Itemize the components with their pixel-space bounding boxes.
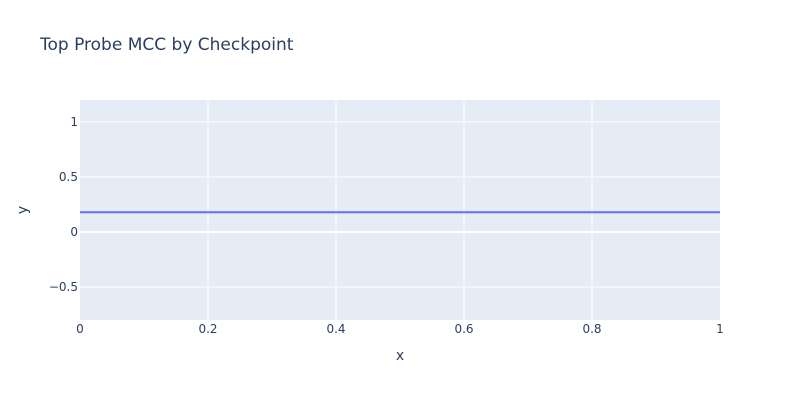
x-tick-label: 0.8	[582, 322, 601, 336]
x-axis-title: x	[396, 348, 404, 364]
chart-title: Top Probe MCC by Checkpoint	[39, 35, 294, 55]
x-tick-label: 0	[76, 322, 84, 336]
y-axis-title: y	[15, 206, 31, 214]
x-tick-label: 1	[716, 322, 724, 336]
x-axis-ticks: 0 0.2 0.4 0.6 0.8 1	[76, 322, 724, 336]
y-tick-label: 0	[70, 225, 78, 239]
y-tick-label: 0.5	[59, 170, 78, 184]
y-tick-label: 1	[70, 115, 78, 129]
x-tick-label: 0.2	[198, 322, 217, 336]
x-tick-label: 0.4	[326, 322, 345, 336]
plot-area	[80, 100, 720, 320]
y-axis-ticks: −0.5 0 0.5 1	[49, 115, 78, 294]
grid-lines	[80, 100, 720, 320]
y-tick-label: −0.5	[49, 280, 78, 294]
x-tick-label: 0.6	[454, 322, 473, 336]
